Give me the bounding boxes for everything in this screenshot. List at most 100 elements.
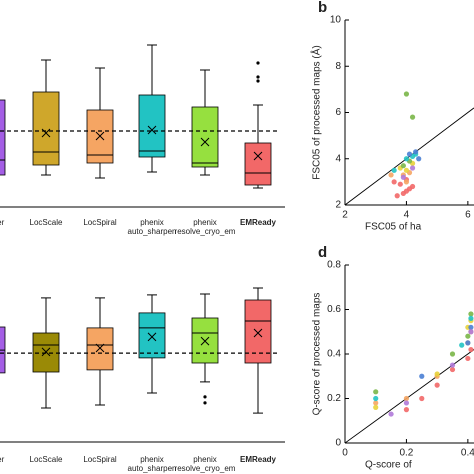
mean-marker [41, 128, 51, 138]
mean-marker [253, 151, 263, 161]
mean-marker [253, 328, 263, 338]
point [409, 183, 416, 190]
y-tick-label: 0.6 [327, 304, 341, 315]
x-tick-label: phenix auto_sharpen [127, 455, 177, 473]
x-tick-label: 4 [404, 210, 410, 221]
point [394, 193, 400, 199]
point [434, 371, 440, 377]
mean-marker [95, 131, 105, 141]
point [400, 174, 406, 180]
point [403, 167, 410, 173]
x-tick-label: LocSpiral [83, 455, 117, 464]
x-tick-label: EMReady [239, 218, 276, 227]
outlier [256, 61, 260, 65]
y-tick-label: 0.8 [327, 260, 341, 271]
point [419, 373, 425, 379]
outlier [256, 79, 260, 83]
point [388, 411, 394, 417]
point [388, 172, 394, 178]
mean-marker [147, 125, 157, 135]
mean-marker [41, 347, 51, 357]
x-tick-label: 0 [342, 448, 348, 459]
y-tick-label: 6 [335, 107, 341, 118]
box [244, 142, 272, 186]
point [403, 407, 410, 413]
point [468, 311, 474, 317]
point [403, 91, 410, 97]
point [403, 179, 410, 185]
box [138, 312, 166, 359]
point [468, 329, 474, 335]
x-tick-label: phenix resolve_cryo_em [174, 218, 236, 236]
x-tick-label: nancer [0, 218, 5, 227]
point [391, 179, 397, 185]
point [373, 389, 379, 395]
box [138, 94, 166, 158]
x-axis-label: Q-score of [365, 460, 412, 471]
box [191, 106, 219, 168]
y-tick-label: 0 [335, 438, 341, 449]
x-tick-label: LocScale [29, 455, 63, 464]
point [373, 400, 379, 406]
x-tick-label: 0.4 [461, 448, 474, 459]
x-tick-label: 6 [465, 210, 471, 221]
point [413, 149, 419, 155]
x-tick-label: LocScale [29, 218, 63, 227]
point [434, 382, 440, 388]
y-axis-label: Q-score of processed maps [312, 293, 323, 416]
point [449, 366, 456, 373]
box [32, 91, 60, 166]
x-axis-label: FSC05 of ha [365, 222, 422, 233]
x-tick-label: EMReady [239, 455, 276, 464]
mean-marker [200, 336, 210, 346]
point [397, 181, 403, 187]
mean-marker [200, 137, 210, 147]
panel-letter: b [318, 0, 327, 16]
x-tick-label: nancer [0, 455, 5, 464]
point [419, 395, 425, 402]
point [403, 400, 410, 406]
point [416, 156, 422, 162]
y-tick-label: 8 [335, 61, 341, 72]
x-tick-label: 0.2 [399, 448, 413, 459]
point [409, 165, 416, 171]
outlier [256, 75, 260, 79]
point [373, 404, 379, 410]
point [465, 333, 471, 339]
point [459, 342, 465, 348]
mean-marker [95, 343, 105, 353]
y-tick-label: 10 [330, 15, 342, 26]
point [391, 167, 397, 173]
x-tick-label: phenix auto_sharpen [127, 218, 177, 236]
x-tick-label: phenix resolve_cryo_em [174, 455, 236, 473]
point [373, 395, 379, 402]
y-tick-label: 0.4 [327, 349, 341, 360]
point [468, 315, 474, 321]
x-tick-label: 2 [342, 210, 348, 221]
point [465, 355, 471, 362]
point [406, 151, 413, 157]
panel-letter: d [318, 244, 327, 261]
mean-marker [147, 332, 157, 342]
y-tick-label: 0.2 [327, 393, 341, 404]
point [403, 156, 410, 162]
x-tick-label: LocSpiral [83, 218, 117, 227]
point [409, 114, 416, 120]
point [468, 324, 474, 330]
point [465, 340, 471, 346]
point [403, 395, 410, 402]
point [449, 362, 456, 368]
y-axis-label: FSC05 of processed maps (Å) [310, 45, 323, 180]
outlier [203, 395, 207, 399]
y-tick-label: 2 [335, 200, 341, 211]
identity-line [345, 349, 474, 443]
outlier [203, 401, 207, 405]
point [449, 351, 456, 357]
point [400, 163, 406, 169]
box [86, 327, 114, 371]
y-tick-label: 4 [335, 153, 341, 164]
point [468, 346, 474, 353]
box [0, 99, 6, 176]
